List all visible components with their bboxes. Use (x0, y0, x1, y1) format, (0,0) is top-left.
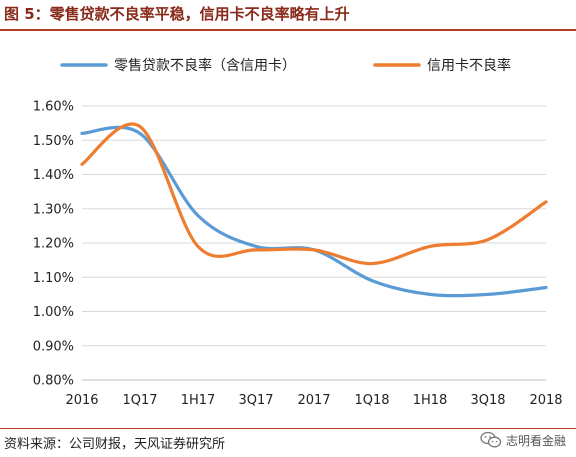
title-bar: 图 5：零售贷款不良率平稳，信用卡不良率略有上升 (0, 0, 576, 31)
x-tick-label: 2017 (297, 393, 330, 408)
chart-legend: 零售贷款不良率（含信用卡） 信用卡不良率 (60, 57, 511, 74)
footer-divider (0, 428, 576, 429)
x-tick-label: 3Q18 (470, 393, 505, 408)
x-tick-label: 2016 (65, 393, 98, 408)
watermark-text: 志明看金融 (505, 433, 566, 448)
series-line-1 (80, 125, 548, 298)
y-tick-label: 1.60% (33, 100, 74, 115)
x-axis-ticks: 2016 1Q17 1H17 3Q17 2017 1Q18 1H18 3Q18 2018 (65, 393, 562, 408)
y-tick-label: 1.20% (33, 237, 74, 252)
chart-title: 图 5：零售贷款不良率平稳，信用卡不良率略有上升 (4, 5, 350, 23)
y-tick-label: 1.50% (33, 134, 74, 149)
y-tick-label: 0.80% (33, 374, 74, 389)
y-tick-label: 0.90% (33, 339, 74, 354)
watermark: 志明看金融 (480, 431, 566, 449)
legend-label-1: 零售贷款不良率（含信用卡） (114, 57, 296, 74)
y-axis-ticks: 0.80% 0.90% 1.00% 1.10% 1.20% 1.30% 1.40% 1.50%… (33, 100, 74, 389)
series-line-2 (80, 122, 548, 266)
x-tick-label: 2018 (529, 393, 562, 408)
wechat-icon (480, 431, 502, 448)
title-divider (0, 29, 576, 31)
grid-lines (82, 105, 546, 381)
line-chart: 零售贷款不良率（含信用卡） 信用卡不良率 0.80% 0.90% 1.00% 1.10%… (33, 57, 563, 408)
y-tick-label: 1.40% (33, 168, 74, 183)
legend-label-2: 信用卡不良率 (427, 57, 511, 74)
x-tick-label: 1H17 (181, 393, 216, 408)
y-tick-label: 1.10% (33, 271, 74, 286)
source-note: 资料来源：公司财报，天风证券研究所 (4, 437, 226, 452)
x-tick-label: 1Q18 (354, 393, 389, 408)
x-tick-label: 1H18 (413, 393, 448, 408)
y-tick-label: 1.00% (33, 305, 74, 320)
series-lines (80, 122, 548, 298)
x-tick-label: 1Q17 (122, 393, 157, 408)
y-tick-label: 1.30% (33, 202, 74, 217)
x-tick-label: 3Q17 (238, 393, 273, 408)
